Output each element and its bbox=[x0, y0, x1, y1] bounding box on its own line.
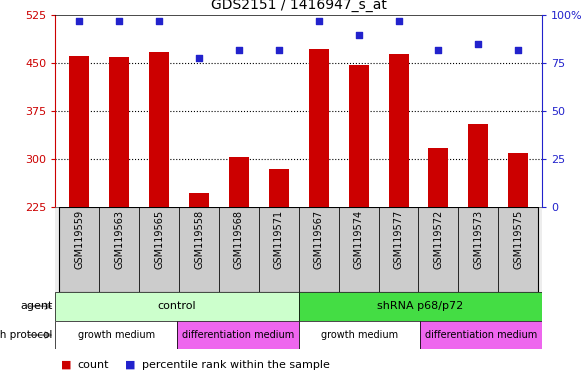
Bar bbox=[298, 292, 542, 321]
Bar bbox=[309, 49, 329, 351]
Text: GSM119574: GSM119574 bbox=[354, 210, 364, 269]
Text: GSM119567: GSM119567 bbox=[314, 210, 324, 269]
Text: control: control bbox=[158, 301, 196, 311]
Point bbox=[473, 41, 483, 47]
Bar bbox=[219, 207, 259, 292]
Bar bbox=[299, 207, 339, 292]
Point bbox=[154, 18, 164, 24]
Text: GSM119572: GSM119572 bbox=[433, 210, 444, 269]
Text: GSM119577: GSM119577 bbox=[394, 210, 403, 269]
Text: agent: agent bbox=[20, 301, 52, 311]
Text: GSM119571: GSM119571 bbox=[274, 210, 284, 269]
Bar bbox=[468, 124, 489, 351]
Point bbox=[75, 18, 84, 24]
Bar bbox=[298, 321, 420, 349]
Text: GSM119568: GSM119568 bbox=[234, 210, 244, 269]
Bar bbox=[59, 207, 99, 292]
Text: GSM119575: GSM119575 bbox=[513, 210, 524, 269]
Text: count: count bbox=[78, 360, 109, 370]
Point bbox=[194, 55, 203, 61]
Bar bbox=[508, 153, 528, 351]
Bar bbox=[498, 207, 538, 292]
Text: GSM119565: GSM119565 bbox=[154, 210, 164, 269]
Point bbox=[234, 47, 244, 53]
Bar bbox=[378, 207, 419, 292]
Text: growth medium: growth medium bbox=[78, 330, 155, 340]
Bar bbox=[458, 207, 498, 292]
Bar bbox=[179, 207, 219, 292]
Bar bbox=[349, 65, 368, 351]
Bar bbox=[189, 193, 209, 351]
Point bbox=[314, 18, 324, 24]
Bar bbox=[420, 321, 542, 349]
Bar bbox=[388, 54, 409, 351]
Text: differentiation medium: differentiation medium bbox=[425, 330, 538, 340]
Text: GSM119559: GSM119559 bbox=[74, 210, 85, 269]
Bar bbox=[99, 207, 139, 292]
Text: growth protocol: growth protocol bbox=[0, 330, 52, 340]
Point bbox=[354, 31, 363, 38]
Bar bbox=[149, 52, 169, 351]
Text: GSM119558: GSM119558 bbox=[194, 210, 204, 269]
Title: GDS2151 / 1416947_s_at: GDS2151 / 1416947_s_at bbox=[211, 0, 387, 12]
Point bbox=[274, 47, 283, 53]
Text: GSM119563: GSM119563 bbox=[114, 210, 124, 269]
Bar bbox=[269, 169, 289, 351]
Text: differentiation medium: differentiation medium bbox=[182, 330, 294, 340]
Point bbox=[115, 18, 124, 24]
Bar bbox=[55, 292, 298, 321]
Bar bbox=[109, 57, 129, 351]
Bar bbox=[177, 321, 298, 349]
Point bbox=[434, 47, 443, 53]
Bar bbox=[229, 157, 249, 351]
Bar bbox=[419, 207, 458, 292]
Bar bbox=[55, 321, 177, 349]
Point bbox=[394, 18, 403, 24]
Bar bbox=[259, 207, 299, 292]
Text: growth medium: growth medium bbox=[321, 330, 398, 340]
Text: ■: ■ bbox=[125, 360, 136, 370]
Bar bbox=[429, 148, 448, 351]
Text: percentile rank within the sample: percentile rank within the sample bbox=[142, 360, 329, 370]
Bar bbox=[139, 207, 179, 292]
Text: shRNA p68/p72: shRNA p68/p72 bbox=[377, 301, 463, 311]
Text: ■: ■ bbox=[61, 360, 72, 370]
Bar bbox=[69, 56, 89, 351]
Point bbox=[514, 47, 523, 53]
Text: GSM119573: GSM119573 bbox=[473, 210, 483, 269]
Bar bbox=[339, 207, 378, 292]
